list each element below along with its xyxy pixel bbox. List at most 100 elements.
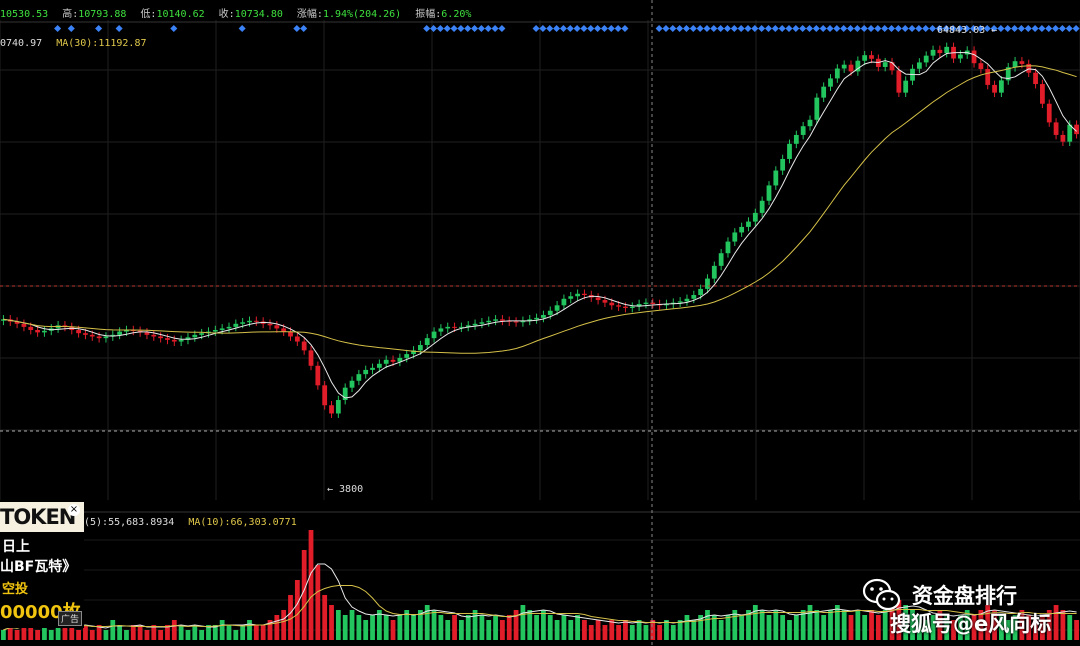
volume-bar xyxy=(308,530,314,640)
volume-bar xyxy=(96,625,102,640)
signal-marker xyxy=(833,24,841,33)
amp-label: 振幅: xyxy=(415,9,442,20)
ad-close-icon[interactable]: × xyxy=(68,504,80,516)
volume-bar xyxy=(76,630,81,640)
volume-bar xyxy=(417,610,423,640)
candle-body xyxy=(233,323,239,327)
signal-marker xyxy=(300,24,308,33)
ad-line-2: 日上 xyxy=(2,539,30,555)
signal-marker xyxy=(450,24,458,33)
candle-body xyxy=(322,385,328,406)
signal-marker xyxy=(826,24,834,33)
signal-marker xyxy=(1052,24,1060,33)
signal-marker xyxy=(840,24,848,33)
candle-body xyxy=(459,326,464,328)
volume-bar xyxy=(390,620,396,640)
ma-fast-value: 0740.97 xyxy=(0,38,43,49)
moving-averages xyxy=(3,51,1077,399)
candle-body xyxy=(417,345,423,351)
volume-bar xyxy=(629,625,635,640)
candle-body xyxy=(862,55,868,61)
signal-marker xyxy=(594,24,602,33)
advertisement[interactable]: TOKEN × 日上 山BF瓦特》 空投 00000枚 广告 xyxy=(0,500,84,628)
signal-marker xyxy=(1038,24,1046,33)
candle-body xyxy=(165,338,170,340)
volume-bar xyxy=(500,620,505,640)
candle-body xyxy=(684,298,690,302)
candle-body xyxy=(527,319,533,321)
signal-marker xyxy=(976,24,984,33)
volume-bar xyxy=(130,625,136,640)
signal-marker xyxy=(970,24,978,33)
candle-body xyxy=(957,54,963,59)
watermark-title: 资金盘排行 xyxy=(912,584,1017,608)
signal-marker xyxy=(710,24,718,33)
candle-body xyxy=(1046,103,1052,123)
candle-body xyxy=(1074,124,1079,135)
candle-body xyxy=(124,329,129,332)
volume-bar xyxy=(383,615,389,640)
volume-bar xyxy=(165,625,170,640)
candle-body xyxy=(759,200,765,213)
volume-bar xyxy=(192,625,198,640)
volume-bar xyxy=(7,625,13,640)
signal-marker xyxy=(737,24,745,33)
signal-marker xyxy=(778,24,786,33)
volume-bar xyxy=(212,625,218,640)
candle-body xyxy=(192,334,198,338)
volume-bar xyxy=(1005,620,1011,640)
signal-marker xyxy=(915,24,923,33)
signal-marker xyxy=(457,24,465,33)
volume-bar xyxy=(294,580,300,640)
volume-bar xyxy=(185,630,191,640)
candle-body xyxy=(294,336,300,342)
signal-marker xyxy=(170,24,178,33)
volume-bar xyxy=(349,610,355,640)
volume-bar xyxy=(896,600,902,640)
candle-body xyxy=(916,62,922,69)
candle-body xyxy=(869,55,874,59)
volume-bar xyxy=(288,595,293,640)
volume-bar xyxy=(705,610,710,640)
signal-marker xyxy=(655,24,663,33)
candle-body xyxy=(766,185,772,201)
volume-bar xyxy=(561,615,567,640)
volume-bar xyxy=(787,620,792,640)
amp-value: 6.20% xyxy=(441,9,472,20)
candle-body xyxy=(342,387,348,401)
volume-bar xyxy=(793,615,799,640)
signal-marker xyxy=(607,24,615,33)
signal-marker xyxy=(956,24,964,33)
volume-bar xyxy=(746,610,751,640)
volume-bar xyxy=(889,605,895,640)
signal-marker xyxy=(676,24,684,33)
volume-bar xyxy=(930,615,936,640)
volume-bar xyxy=(117,625,123,640)
candle-body xyxy=(1033,72,1038,85)
volume-bar xyxy=(151,625,157,640)
signal-marker xyxy=(929,24,937,33)
ma30-value: MA(30):11192.87 xyxy=(56,38,147,49)
volume-bar xyxy=(992,610,997,640)
volume-bar xyxy=(158,630,164,640)
signal-marker xyxy=(846,24,855,33)
volume-bar xyxy=(718,620,724,640)
volume-bar xyxy=(342,615,348,640)
amp-field: 振幅:6.20% xyxy=(415,9,471,20)
candle-body xyxy=(971,50,977,64)
signal-marker xyxy=(1045,24,1053,33)
candle-body xyxy=(1019,61,1025,64)
volume-bar xyxy=(964,610,970,640)
volume-bar xyxy=(21,620,27,640)
signal-marker xyxy=(881,24,889,33)
ad-line-3: 山BF瓦特》 xyxy=(0,559,77,575)
candle-body xyxy=(855,60,861,72)
candle-body xyxy=(746,221,751,227)
signal-marker xyxy=(238,24,246,33)
volume-bar xyxy=(424,605,430,640)
candle-body xyxy=(281,328,287,332)
signal-marker xyxy=(539,24,547,33)
signal-marker xyxy=(293,24,301,33)
volume-bar xyxy=(944,615,950,640)
